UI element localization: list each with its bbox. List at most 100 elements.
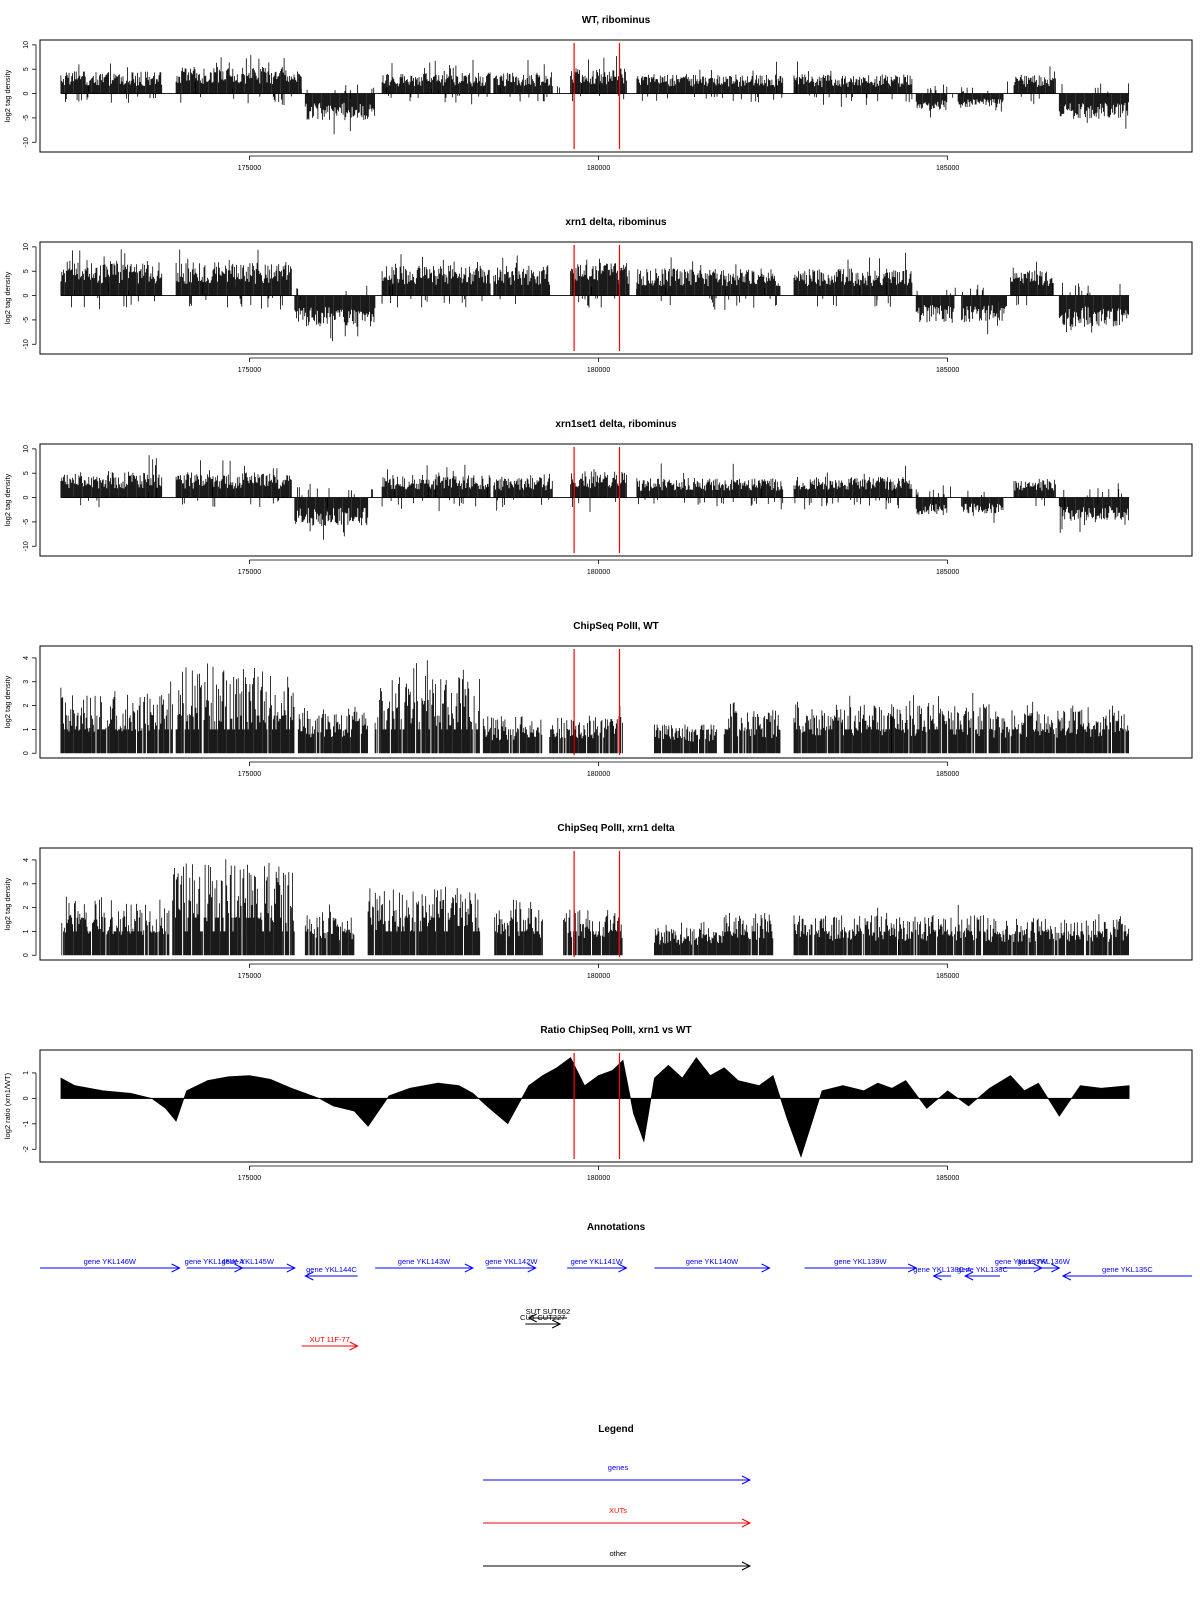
ratio-area <box>60 1057 1130 1158</box>
legend-panel: Legend genes XUTs other <box>483 1424 752 1571</box>
x-tick-label: 185000 <box>936 1175 959 1182</box>
y-tick-label: 4 <box>23 656 30 660</box>
arrow-head-icon <box>741 1518 752 1528</box>
track-panel-2: xrn1set1 delta, ribominus 10 5 0 -5 -10 log2 t… <box>3 419 1193 576</box>
x-axis: 175000 180000 185000 <box>238 761 959 778</box>
feature-label: gene YKL146W <box>84 1257 137 1266</box>
feature-label: gene YKL141W <box>571 1257 624 1266</box>
y-tick-label: 0 <box>23 751 30 755</box>
y-tick-label: 5 <box>23 269 30 273</box>
y-tick-label: 0 <box>23 953 30 957</box>
arrow-head-icon <box>963 1271 974 1281</box>
arrow-head-icon <box>349 1341 359 1351</box>
density-bars <box>60 660 1129 754</box>
y-tick-label: 0 <box>23 294 30 298</box>
annotation-feature: gene YKL146W <box>40 1257 181 1273</box>
x-tick-label: 175000 <box>238 165 261 172</box>
annotation-feature: gene YKL135C <box>1061 1265 1192 1281</box>
x-tick-label: 180000 <box>587 973 610 980</box>
feature-label: XUT 11F-77 <box>310 1335 350 1344</box>
x-axis: 175000 180000 185000 <box>238 1165 959 1182</box>
track-panel-3: ChipSeq PolII, WT 0 1 2 3 4 log2 tag density 17… <box>3 621 1193 778</box>
density-bars <box>60 455 1130 540</box>
feature-label: CUT CUT227 <box>520 1313 565 1322</box>
track-panel-4: ChipSeq PolII, xrn1 delta 0 1 2 3 4 log2 tag d… <box>3 823 1193 980</box>
arrow-head-icon <box>1061 1271 1072 1281</box>
x-tick-label: 175000 <box>238 569 261 576</box>
density-bars <box>60 249 1130 342</box>
annotation-feature: XUT 11F-77 <box>301 1335 359 1351</box>
plot-frame <box>39 645 1193 759</box>
y-axis-label: log2 ratio (xrn1/WT) <box>3 1072 12 1139</box>
feature-label: gene YKL138C <box>957 1265 1008 1274</box>
y-tick-label: 0 <box>23 496 30 500</box>
panel-title: ChipSeq PolII, WT <box>573 621 659 632</box>
annotation-feature: gene YKL142W <box>485 1257 538 1273</box>
feature-label: gene YKL140W <box>686 1257 739 1266</box>
x-axis: 175000 180000 185000 <box>238 357 959 374</box>
arrow-head-icon <box>304 1271 314 1281</box>
y-tick-label: 2 <box>23 906 30 910</box>
feature-label: gene YKL143W <box>398 1257 451 1266</box>
y-tick-label: -5 <box>23 317 30 323</box>
annotation-feature: gene YKL143W <box>375 1257 474 1273</box>
y-tick-label: 1 <box>23 929 30 933</box>
x-tick-label: 175000 <box>238 771 261 778</box>
y-tick-label: 5 <box>23 67 30 71</box>
legend-entry: genes <box>483 1463 752 1485</box>
x-tick-label: 175000 <box>238 367 261 374</box>
y-tick-label: -10 <box>23 339 30 349</box>
y-axis-label: log2 tag density <box>3 69 12 122</box>
y-axis: 0 1 2 3 4 <box>23 858 37 957</box>
plot-frame <box>39 241 1193 355</box>
feature-label: gene YKL139W <box>834 1257 887 1266</box>
x-axis: 175000 180000 185000 <box>238 963 959 980</box>
x-tick-label: 185000 <box>936 771 959 778</box>
annotation-feature: gene YKL145W <box>200 1257 296 1273</box>
feature-label: gene YKL136W <box>1017 1257 1070 1266</box>
annotation-feature: gene YKL139W <box>804 1257 918 1273</box>
annotation-feature: gene YKL138C <box>957 1265 1008 1281</box>
y-tick-label: -10 <box>23 137 30 147</box>
legend-label: XUTs <box>609 1506 627 1515</box>
y-tick-label: 4 <box>23 858 30 862</box>
annotation-feature: gene YKL141W <box>567 1257 628 1273</box>
x-tick-label: 180000 <box>587 569 610 576</box>
x-tick-label: 185000 <box>936 165 959 172</box>
y-tick-label: 1 <box>23 727 30 731</box>
annotation-feature: SUT SUT662 <box>526 1307 570 1323</box>
y-tick-label: 10 <box>23 41 30 49</box>
panel-title: xrn1set1 delta, ribominus <box>555 419 677 430</box>
x-tick-label: 185000 <box>936 569 959 576</box>
plot-frame <box>39 39 1193 153</box>
data-series <box>60 660 1129 754</box>
y-tick-label: -10 <box>23 541 30 551</box>
y-tick-label: 10 <box>23 243 30 251</box>
legend-entry: other <box>483 1549 752 1571</box>
track-panel-5: Ratio ChipSeq PolII, xrn1 vs WT 1 0 -1 -2 log… <box>3 1025 1193 1182</box>
y-tick-label: -2 <box>23 1146 30 1152</box>
y-tick-label: 0 <box>23 92 30 96</box>
annotation-feature: gene YKL140W <box>654 1257 771 1273</box>
panel-title: xrn1 delta, ribominus <box>565 217 667 228</box>
y-axis: 10 5 0 -5 -10 <box>23 445 37 551</box>
feature-label: gene YKL138C-A <box>913 1265 971 1274</box>
feature-label: gene YKL144C <box>306 1265 357 1274</box>
y-tick-label: 1 <box>23 1071 30 1075</box>
data-series <box>61 859 1129 956</box>
density-bars <box>61 859 1129 956</box>
plot-frame <box>39 847 1193 961</box>
feature-label: gene YKL145W-A <box>185 1257 245 1266</box>
panel-title: WT, ribominus <box>582 15 651 26</box>
x-tick-label: 180000 <box>587 165 610 172</box>
y-axis: 0 1 2 3 4 <box>23 656 37 755</box>
annotation-feature: gene YKL138C-A <box>913 1265 972 1281</box>
x-axis: 175000 180000 185000 <box>238 155 959 172</box>
panel-title: ChipSeq PolII, xrn1 delta <box>557 823 675 834</box>
y-tick-label: -1 <box>23 1121 30 1127</box>
feature-label: gene YKL145W <box>222 1257 275 1266</box>
feature-label: gene YKL135C <box>1102 1265 1153 1274</box>
arrow-head-icon <box>932 1271 942 1281</box>
